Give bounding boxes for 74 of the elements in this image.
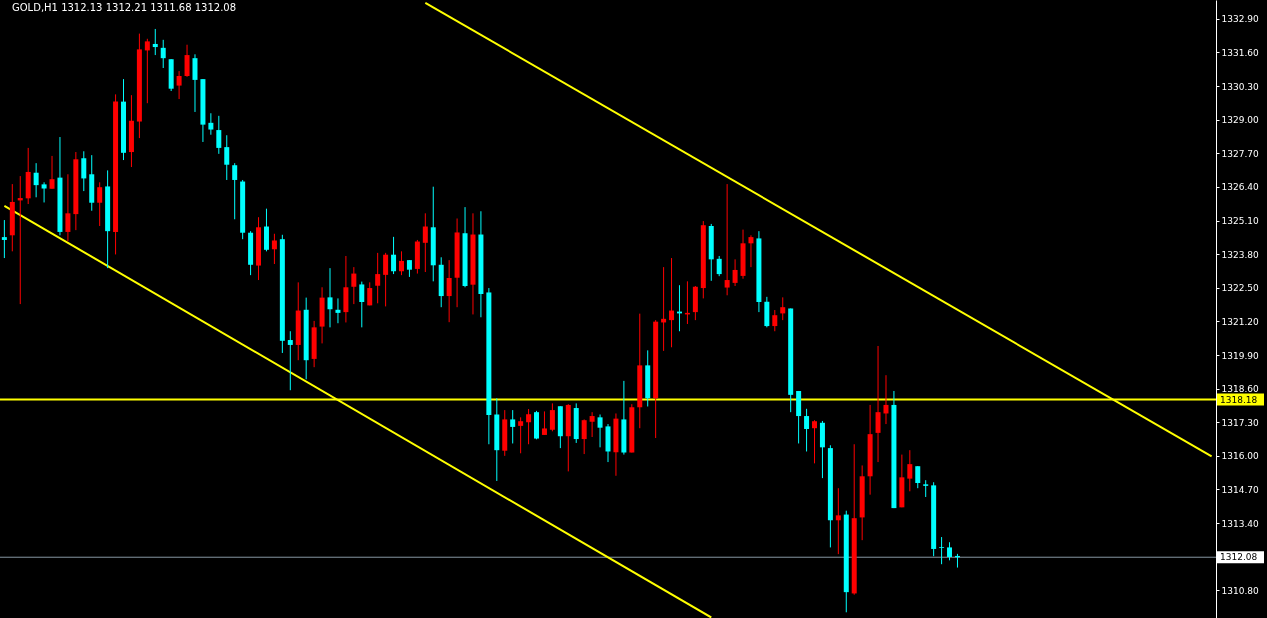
candlestick [907, 449, 913, 492]
candlestick [915, 465, 921, 489]
candlestick [597, 414, 603, 448]
y-tick-label: 1325.10 [1221, 216, 1259, 227]
candlestick [669, 257, 675, 348]
y-tick-label: 1316.00 [1221, 451, 1259, 462]
candlestick [510, 409, 516, 444]
y-tick-label: 1317.30 [1221, 417, 1259, 428]
candlestick [160, 39, 166, 69]
candlestick [581, 418, 587, 455]
candlestick [216, 115, 222, 155]
candlestick [883, 374, 889, 425]
candlestick [263, 208, 269, 252]
candlestick [208, 112, 214, 136]
ref-line-label: 1318.18 [1220, 394, 1258, 405]
candlestick [383, 252, 389, 307]
candlestick [224, 134, 230, 181]
candlestick [526, 408, 532, 445]
y-tick-label: 1314.70 [1221, 484, 1259, 495]
candlestick [33, 162, 39, 198]
y-tick-label: 1329.00 [1221, 115, 1259, 126]
candlestick [541, 410, 547, 436]
candlestick [287, 330, 293, 391]
candlestick [446, 259, 452, 323]
candlestick [724, 183, 730, 296]
y-tick-label: 1319.90 [1221, 350, 1259, 361]
candlestick [232, 162, 238, 220]
candlestick [772, 309, 778, 332]
candlestick [327, 267, 333, 328]
candlestick [391, 236, 397, 275]
candlestick [398, 250, 404, 276]
candlestick [359, 281, 365, 328]
y-tick-label: 1321.20 [1221, 316, 1259, 327]
y-tick-label: 1313.40 [1221, 518, 1259, 529]
y-tick-label: 1318.60 [1221, 384, 1259, 395]
candlestick [939, 536, 945, 565]
candlestick [176, 70, 182, 100]
ref-line-label: 1312.08 [1220, 552, 1258, 563]
candlestick [549, 402, 555, 432]
candlestick [375, 252, 381, 304]
y-tick-label: 1330.30 [1221, 81, 1259, 92]
candlestick [144, 38, 150, 104]
candlestick [41, 181, 47, 203]
candlestick [49, 155, 55, 190]
candlestick [716, 255, 722, 277]
candlestick [1, 219, 7, 259]
candlestick [335, 297, 341, 324]
candlestick [812, 419, 818, 464]
candlestick [835, 487, 841, 555]
candlestick [589, 411, 595, 438]
candlestick [748, 234, 754, 268]
y-tick-label: 1322.50 [1221, 283, 1259, 294]
candlestick [152, 28, 158, 56]
candlestick [947, 541, 953, 561]
candlestick [65, 173, 71, 242]
y-tick-label: 1323.80 [1221, 249, 1259, 260]
y-tick-label: 1332.90 [1221, 14, 1259, 25]
candlestick [518, 416, 524, 454]
y-tick-label: 1326.40 [1221, 182, 1259, 193]
candlestick [81, 150, 87, 192]
y-tick-label: 1331.60 [1221, 47, 1259, 58]
candlestick [422, 212, 428, 273]
candlestick [97, 181, 103, 227]
candlestick [780, 296, 786, 321]
chart-title: GOLD,H1 1312.13 1312.21 1311.68 1312.08 [12, 2, 237, 13]
y-tick-label: 1310.80 [1221, 585, 1259, 596]
candlestick [271, 233, 277, 265]
candlestick [192, 53, 198, 113]
y-tick-label: 1327.70 [1221, 148, 1259, 159]
candlestick [732, 258, 738, 287]
candlestick [875, 345, 881, 463]
candlestick [351, 266, 357, 305]
candlestick [184, 44, 190, 78]
candlestick [804, 408, 810, 452]
